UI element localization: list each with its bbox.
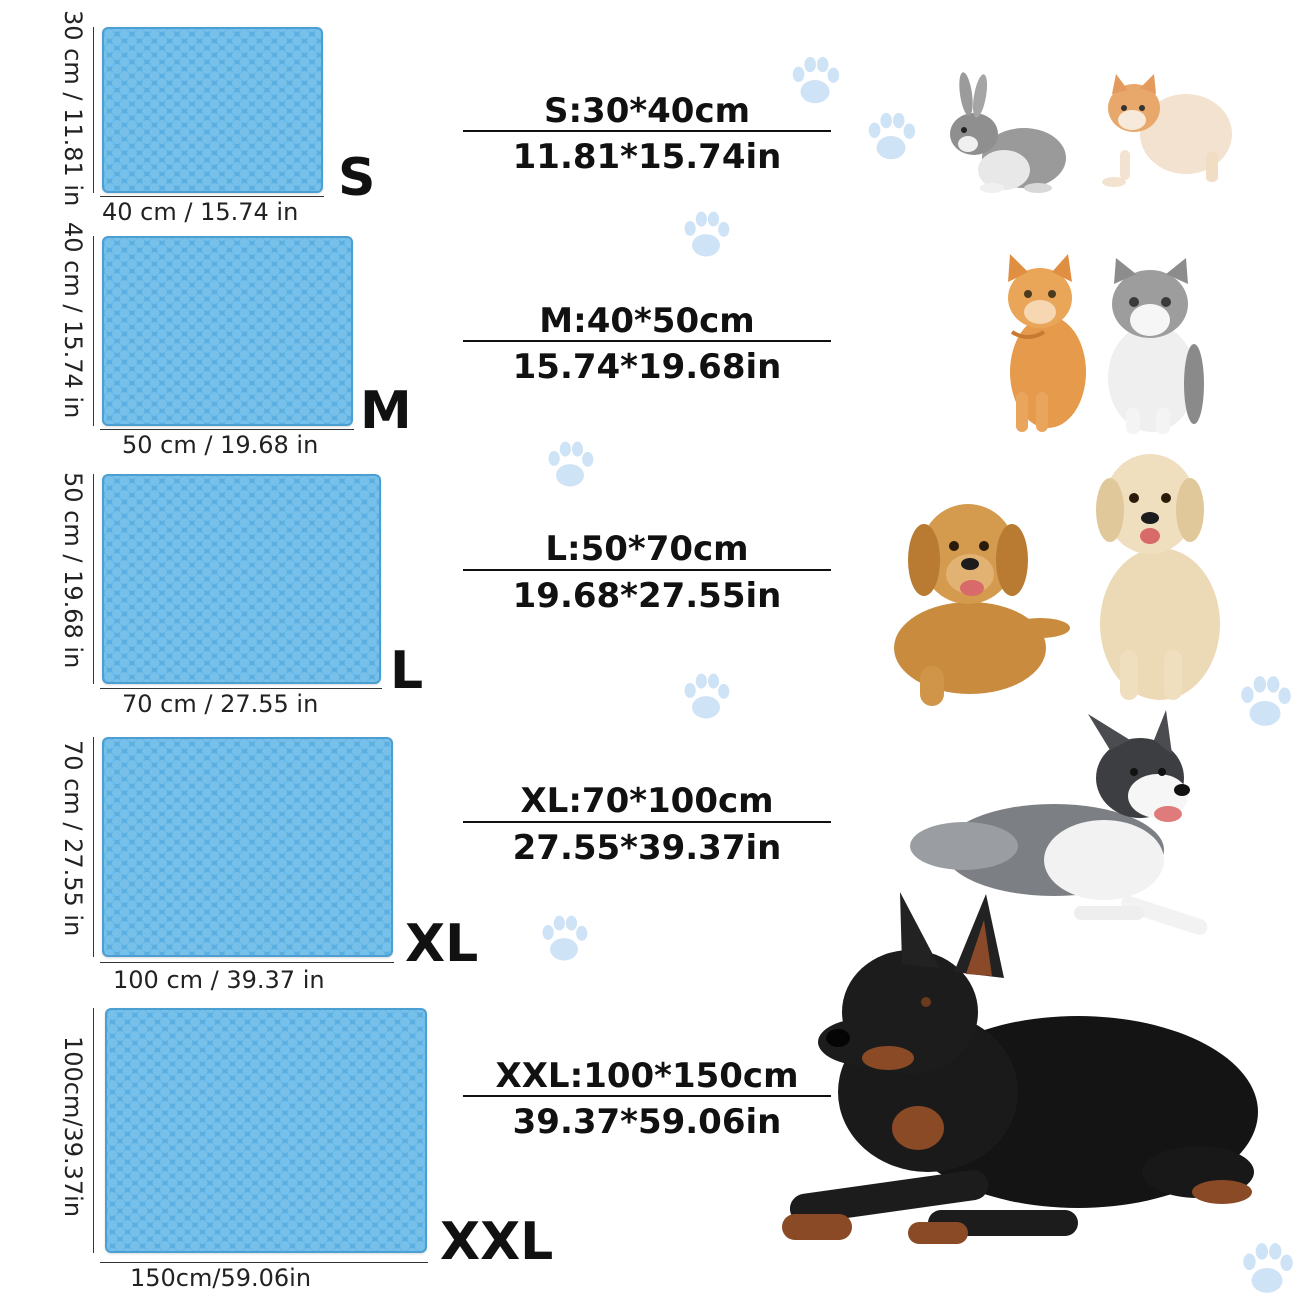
golden-retriever-icon — [1096, 454, 1220, 700]
mat-m — [102, 236, 353, 426]
height-label-xxl: 100cm/39.37in — [59, 1036, 87, 1218]
doberman-icon — [782, 892, 1258, 1244]
size-letter-xl: XL — [405, 914, 479, 974]
height-line-l — [93, 474, 94, 684]
width-line-l — [100, 688, 382, 689]
width-line-xl — [100, 962, 394, 963]
size-letter-l: L — [390, 641, 424, 701]
height-label-m: 40 cm / 15.74 in — [59, 222, 87, 419]
spec-cm-m: M:40*50cm — [539, 301, 755, 341]
width-label-s: 40 cm / 15.74 in — [102, 198, 299, 226]
spec-cm-s: S:30*40cm — [543, 91, 751, 131]
width-label-m: 50 cm / 19.68 in — [122, 431, 319, 459]
mat-xxl — [105, 1008, 427, 1253]
width-label-xl: 100 cm / 39.37 in — [113, 966, 325, 994]
spec-divider-xl — [463, 821, 831, 823]
spec-divider-m — [463, 340, 831, 342]
height-label-xl: 70 cm / 27.55 in — [59, 740, 87, 937]
paw-print-icon — [684, 673, 730, 719]
spec-cm-l: L:50*70cm — [545, 529, 749, 569]
rabbit-icon — [950, 72, 1066, 193]
height-line-xl — [93, 737, 94, 957]
height-line-m — [93, 236, 94, 426]
width-label-xxl: 150cm/59.06in — [130, 1264, 312, 1292]
mat-l — [102, 474, 381, 684]
width-line-xxl — [100, 1262, 428, 1263]
width-line-m — [100, 429, 354, 430]
spec-in-l: 19.68*27.55in — [512, 576, 782, 616]
paw-print-icon — [868, 112, 916, 160]
mat-s — [102, 27, 323, 193]
golden-retriever-icon — [894, 504, 1070, 706]
spec-cm-xl: XL:70*100cm — [520, 781, 774, 821]
width-label-l: 70 cm / 27.55 in — [122, 690, 319, 718]
spec-in-xl: 27.55*39.37in — [512, 828, 782, 868]
height-label-s: 30 cm / 11.81 in — [59, 10, 87, 207]
paw-print-icon — [548, 441, 594, 487]
paw-print-icon — [792, 56, 840, 104]
spec-divider-l — [463, 569, 831, 571]
border-collie-icon — [910, 710, 1208, 935]
cat-icon — [1008, 254, 1086, 432]
height-line-s — [93, 27, 94, 193]
spec-in-xxl: 39.37*59.06in — [512, 1102, 782, 1142]
spec-divider-s — [463, 130, 831, 132]
cat-icon — [1102, 74, 1232, 187]
spec-in-s: 11.81*15.74in — [512, 137, 782, 177]
spec-divider-xxl — [463, 1095, 831, 1097]
paw-print-icon — [542, 915, 588, 961]
width-line-s — [100, 196, 324, 197]
spec-cm-xxl: XXL:100*150cm — [495, 1056, 799, 1096]
height-line-xxl — [93, 1008, 94, 1253]
paw-print-icon — [684, 211, 730, 257]
paw-print-icon — [1241, 676, 1291, 726]
cat-icon — [1108, 258, 1204, 434]
mat-xl — [102, 737, 393, 957]
spec-in-m: 15.74*19.68in — [512, 347, 782, 387]
height-label-l: 50 cm / 19.68 in — [59, 472, 87, 669]
size-letter-s: S — [338, 148, 376, 208]
size-letter-xxl: XXL — [440, 1212, 554, 1272]
size-letter-m: M — [360, 381, 412, 441]
